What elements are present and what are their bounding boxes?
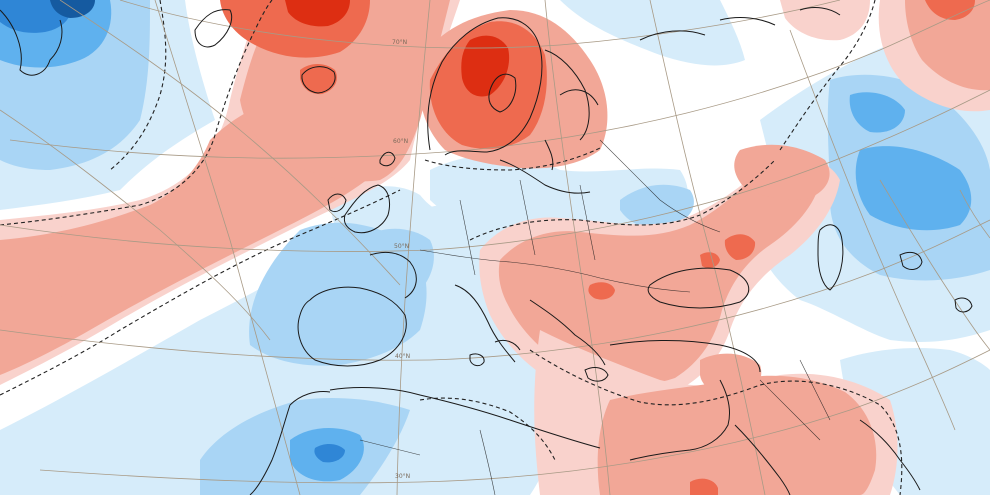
latitude-70	[119, 0, 841, 49]
meridian-2	[0, 109, 271, 341]
contour-russia	[779, 0, 876, 151]
latitude-60	[9, 0, 990, 159]
meridian-7	[789, 29, 956, 431]
cold-core-arctic-extreme	[50, 0, 95, 18]
coast-russia-arctic	[639, 7, 841, 41]
country-borders	[359, 139, 831, 495]
cold-region-baltic	[620, 184, 694, 230]
warm-core-arabia	[690, 478, 718, 495]
contour-atlantic-south	[0, 189, 401, 396]
coast-central-asia-lakes	[899, 251, 973, 313]
coastlines	[0, 7, 973, 495]
coast-british-isles	[327, 151, 396, 234]
latitude-label-30: 30°N	[395, 473, 410, 480]
coast-red-sea	[734, 424, 791, 495]
border-russia	[599, 139, 721, 233]
warm-core-greenland	[285, 0, 350, 27]
dashed-contours	[0, 0, 903, 495]
coast-balkans-greece	[529, 299, 609, 382]
coast-caspian	[817, 224, 844, 291]
warm-patch-atlantic-west	[38, 248, 79, 298]
latitude-label-70: 70°N	[392, 39, 407, 46]
coast-france-bay	[369, 251, 417, 299]
border-europe-1	[419, 249, 691, 293]
contour-central-europe	[469, 159, 776, 241]
latitude-50	[0, 89, 990, 252]
latitude-label-50: 50°N	[394, 243, 409, 250]
coast-greenland	[0, 9, 233, 76]
warm-core-iceland	[300, 64, 337, 95]
latitude-40	[0, 219, 990, 361]
warm-core-romania	[588, 282, 615, 300]
latitude-label-40: 40°N	[395, 353, 410, 360]
coast-turkey	[609, 339, 761, 373]
coast-finland-russia	[544, 49, 599, 141]
warm-region-middle-east	[597, 375, 877, 495]
contour-atlantic-north	[0, 0, 273, 226]
border-north-africa	[359, 429, 496, 495]
coast-iberia	[297, 286, 407, 367]
contour-mediterranean	[529, 349, 903, 495]
coast-persian-gulf	[859, 419, 921, 491]
graticule-labels: 70°N 60°N 50°N 40°N 30°N	[392, 39, 410, 480]
warm-region-russia-north	[780, 0, 870, 41]
coast-north-africa	[329, 387, 601, 449]
latitude-label-60: 60°N	[393, 138, 408, 145]
warm-core-ukraine	[724, 234, 756, 260]
meridian-3	[59, 0, 401, 286]
coast-black-sea	[647, 267, 750, 309]
coast-morocco	[249, 391, 331, 495]
cold-core-siberia	[855, 146, 972, 231]
coast-baltic	[499, 139, 591, 194]
meridian-6	[649, 0, 766, 495]
meridian-4	[396, 0, 431, 495]
meridian-9	[959, 189, 990, 239]
cold-region-central-europe	[430, 155, 688, 242]
warm-region-levant	[700, 353, 762, 398]
contour-scandinavia	[424, 147, 601, 171]
meridian-5	[544, 0, 611, 495]
cold-core-sahara-deep	[314, 444, 345, 463]
warm-core-black-sea	[700, 252, 720, 268]
meridian-1	[154, 0, 301, 495]
coast-levant-egypt	[629, 379, 731, 461]
warm-core-arctic-russia	[925, 0, 975, 20]
warm-region-arctic-russia	[905, 0, 990, 91]
warm-core-norway	[461, 35, 510, 97]
cold-core-kazakhstan	[849, 92, 905, 133]
contour-north-africa	[419, 397, 556, 461]
warm-region-caucasus	[734, 144, 830, 200]
coast-italy	[454, 284, 521, 367]
latitude-30	[39, 349, 990, 484]
border-middle-east	[759, 359, 831, 441]
cold-region-northeast	[560, 0, 745, 66]
meridian-8	[879, 179, 990, 351]
warm-region-balkans-ukraine	[498, 164, 820, 385]
coast-norway-sweden	[427, 17, 543, 156]
coast-iceland	[301, 66, 336, 94]
border-europe-2	[459, 179, 596, 276]
